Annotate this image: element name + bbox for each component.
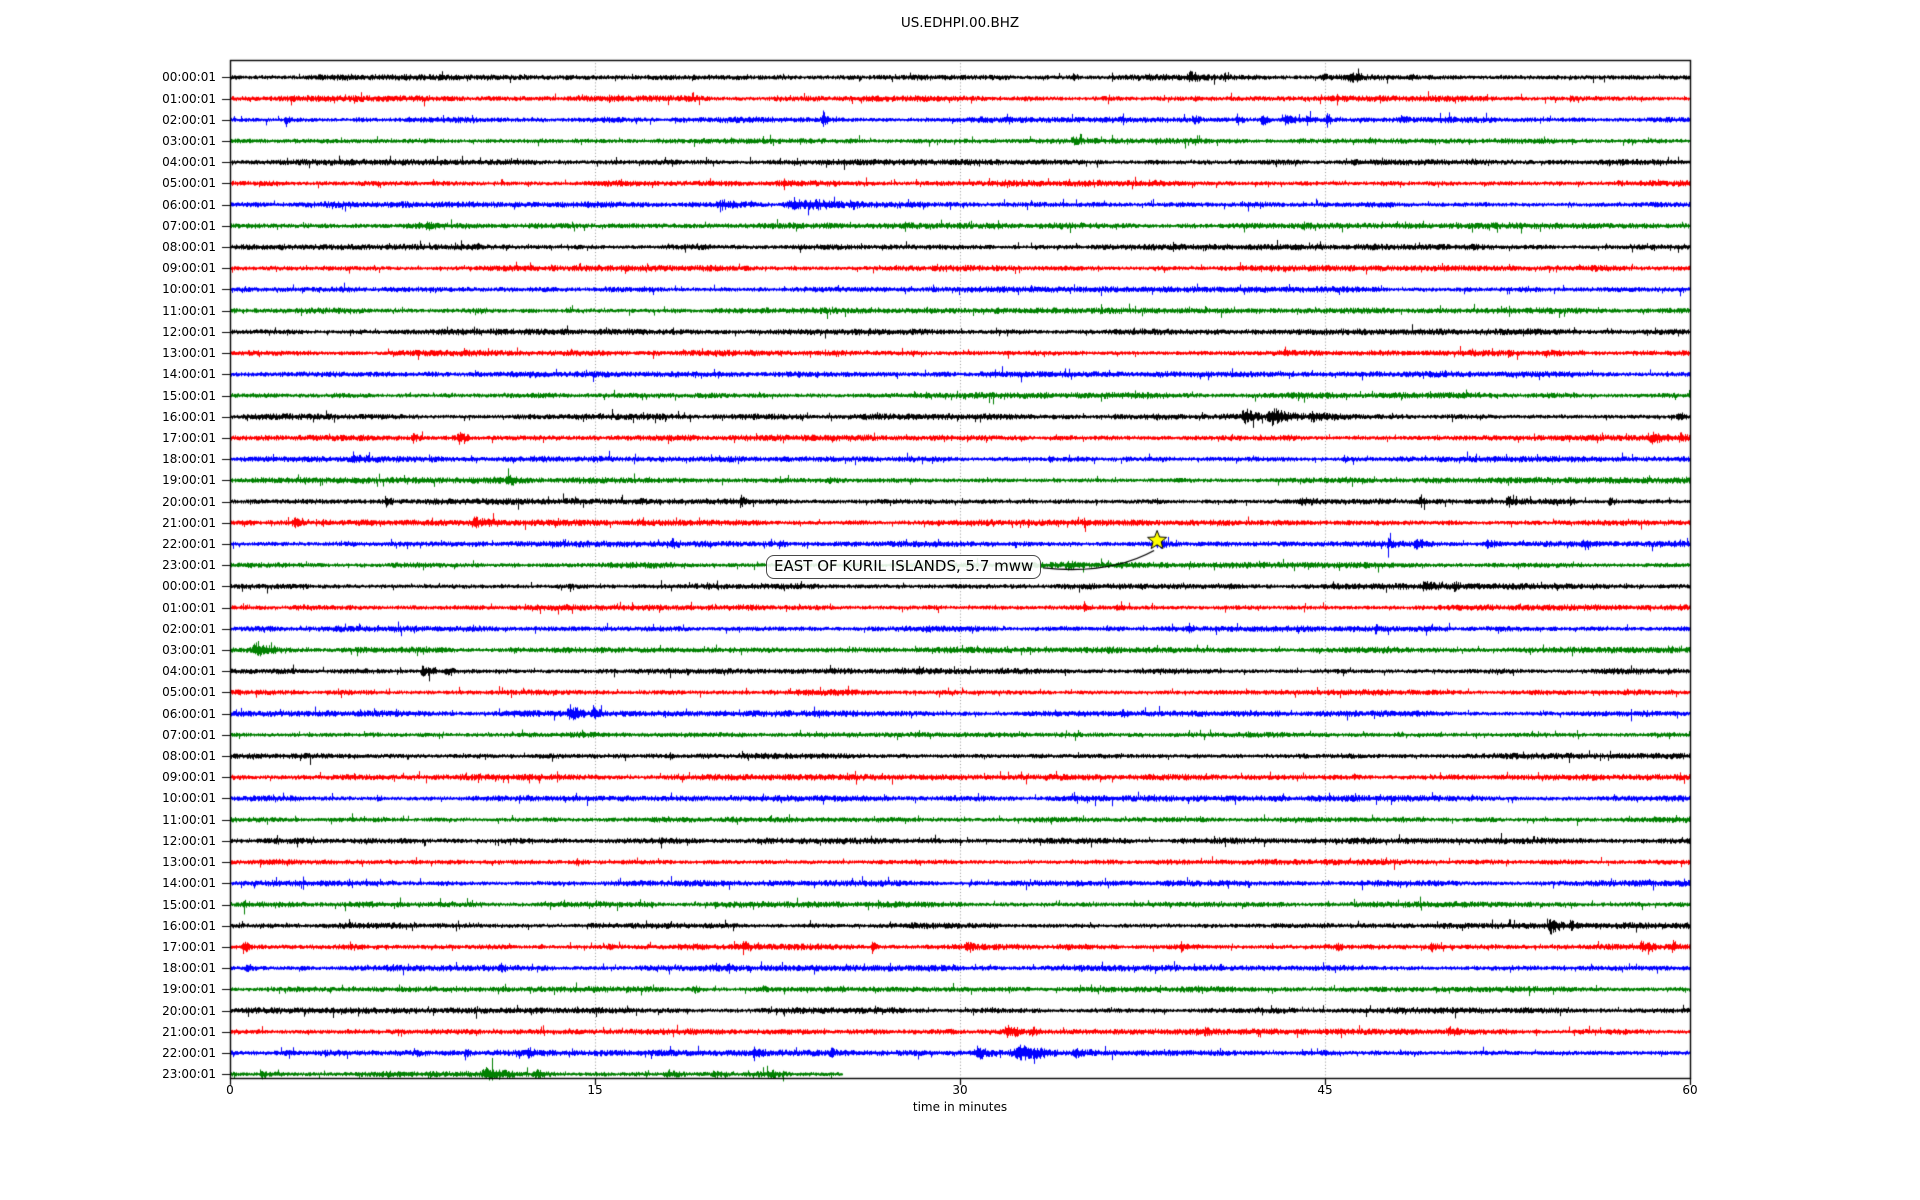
trace-row-label: 18:00:01 xyxy=(162,452,216,467)
trace-row-label: 02:00:01 xyxy=(162,112,216,127)
trace-row-label: 23:00:01 xyxy=(162,558,216,573)
trace-row-label: 23:00:01 xyxy=(162,1067,216,1082)
trace-row-label: 22:00:01 xyxy=(162,536,216,551)
trace-row-label: 05:00:01 xyxy=(162,685,216,700)
trace-row-label: 14:00:01 xyxy=(162,367,216,382)
figure-title: US.EDHPI.00.BHZ xyxy=(900,15,1020,31)
trace-row-label: 03:00:01 xyxy=(162,134,216,149)
trace-row-label: 19:00:01 xyxy=(162,982,216,997)
x-axis-title: time in minutes xyxy=(912,1100,1008,1114)
trace-row-label: 08:00:01 xyxy=(162,749,216,764)
trace-row-label: 00:00:01 xyxy=(162,579,216,594)
trace-row-label: 12:00:01 xyxy=(162,324,216,339)
trace-row-label: 10:00:01 xyxy=(162,282,216,297)
trace-row-label: 11:00:01 xyxy=(162,812,216,827)
trace-row-label: 02:00:01 xyxy=(162,621,216,636)
trace-row-label: 03:00:01 xyxy=(162,643,216,658)
trace-row-label: 18:00:01 xyxy=(162,961,216,976)
trace-row-label: 12:00:01 xyxy=(162,833,216,848)
trace-row-label: 17:00:01 xyxy=(162,430,216,445)
event-annotation-label: EAST OF KURIL ISLANDS, 5.7 mww xyxy=(766,555,1042,579)
trace-row-label: 04:00:01 xyxy=(162,155,216,170)
trace-row-label: 07:00:01 xyxy=(162,727,216,742)
trace-row-label: 04:00:01 xyxy=(162,664,216,679)
trace-row-label: 13:00:01 xyxy=(162,346,216,361)
trace-row-label: 15:00:01 xyxy=(162,388,216,403)
trace-row-label: 22:00:01 xyxy=(162,1045,216,1060)
trace-row-label: 16:00:01 xyxy=(162,409,216,424)
trace-row-label: 08:00:01 xyxy=(162,240,216,255)
x-tick-label: 15 xyxy=(587,1083,603,1097)
trace-row-label: 20:00:01 xyxy=(162,1003,216,1018)
trace-row-label: 06:00:01 xyxy=(162,706,216,721)
trace-row-label: 21:00:01 xyxy=(162,515,216,530)
trace-row-label: 07:00:01 xyxy=(162,218,216,233)
trace-row-label: 19:00:01 xyxy=(162,473,216,488)
trace-row-label: 11:00:01 xyxy=(162,303,216,318)
trace-row-label: 14:00:01 xyxy=(162,876,216,891)
trace-row-label: 17:00:01 xyxy=(162,939,216,954)
trace-row-label: 21:00:01 xyxy=(162,1024,216,1039)
trace-row-label: 05:00:01 xyxy=(162,176,216,191)
trace-row-label: 10:00:01 xyxy=(162,791,216,806)
trace-row-label: 06:00:01 xyxy=(162,197,216,212)
trace-row-label: 01:00:01 xyxy=(162,91,216,106)
x-tick-label: 60 xyxy=(1682,1083,1698,1097)
x-tick-label: 45 xyxy=(1317,1083,1333,1097)
trace-row-label: 16:00:01 xyxy=(162,918,216,933)
trace-row-label: 15:00:01 xyxy=(162,897,216,912)
trace-row-label: 13:00:01 xyxy=(162,855,216,870)
trace-row-label: 01:00:01 xyxy=(162,600,216,615)
trace-row-label: 09:00:01 xyxy=(162,770,216,785)
trace-row-label: 00:00:01 xyxy=(162,70,216,85)
trace-row-label: 20:00:01 xyxy=(162,494,216,509)
trace-row-label: 09:00:01 xyxy=(162,261,216,276)
x-tick-label: 30 xyxy=(952,1083,968,1097)
x-tick-label: 0 xyxy=(226,1083,234,1097)
